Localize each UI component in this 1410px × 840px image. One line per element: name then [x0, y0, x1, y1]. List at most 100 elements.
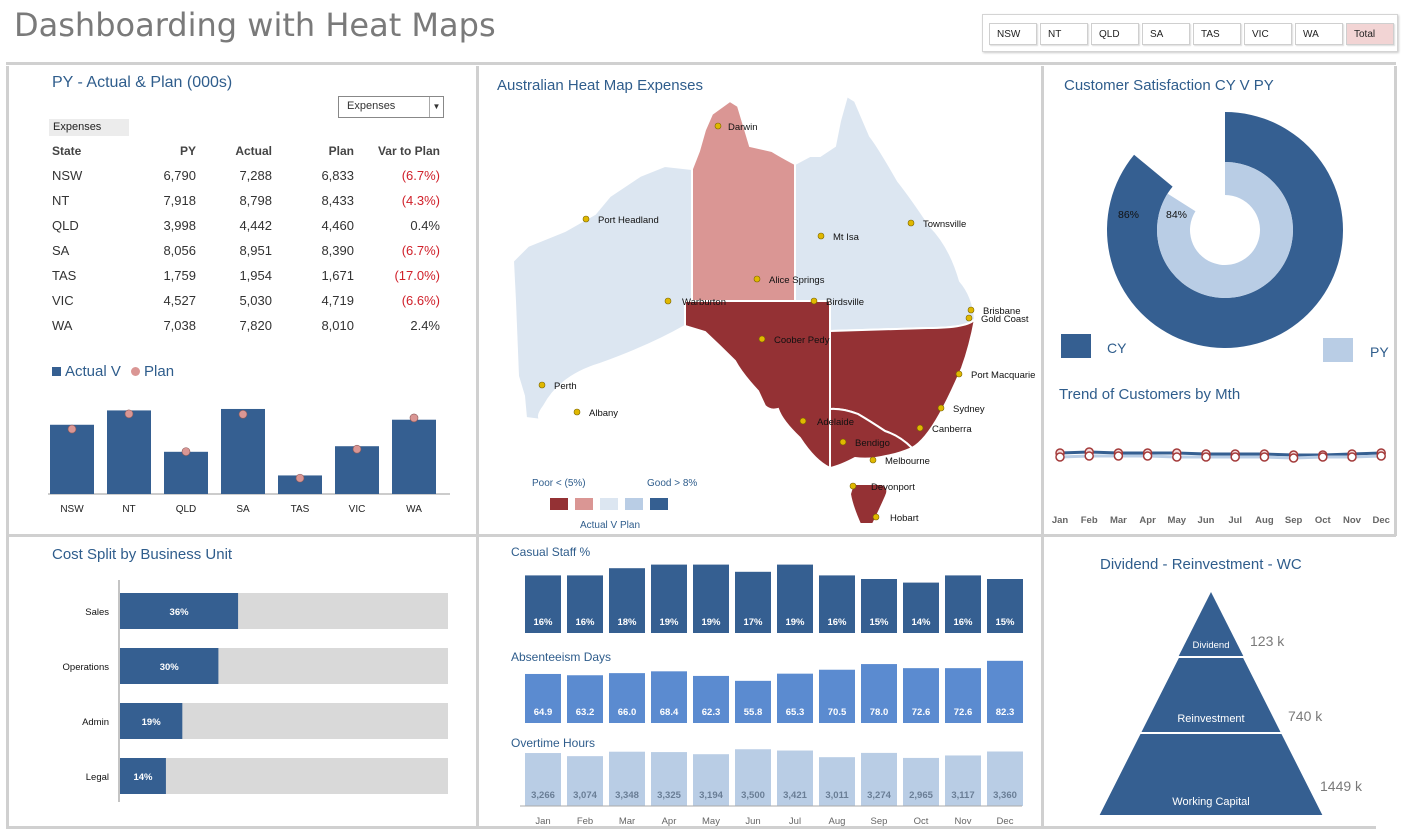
overtime-value-label: 3,421 [783, 790, 807, 801]
trend-point [1318, 452, 1328, 462]
py-legend-label: PY [1370, 344, 1389, 360]
cost-bar [120, 648, 219, 684]
py-value-label: 84% [1166, 209, 1187, 221]
dividend-title: Dividend - Reinvestment - WC [1100, 556, 1302, 573]
city-label: Darwin [728, 122, 758, 133]
x-tick-label: WA [406, 504, 422, 515]
legend-plan-label: Plan [144, 363, 175, 380]
x-tick-label: Jul [1228, 515, 1242, 526]
filter-button-total[interactable]: Total [1346, 23, 1394, 45]
overtime-value-label: 3,074 [573, 790, 597, 801]
absenteeism-bar [945, 668, 981, 723]
trend-point [1347, 452, 1357, 462]
city-marker [664, 297, 672, 305]
bar-legend: Actual V Plan [52, 363, 174, 380]
table-row-state: NSW [52, 168, 83, 183]
pyramid-value-label: 1449 k [1320, 778, 1363, 794]
filter-button-sa[interactable]: SA [1142, 23, 1190, 45]
table-header: Plan [328, 144, 354, 158]
table-cell: 8,390 [321, 243, 354, 258]
x-tick-label: Jan [1052, 515, 1069, 526]
city-label: Gold Coast [981, 314, 1029, 325]
chevron-down-icon[interactable]: ▼ [429, 97, 443, 117]
overtime-bar [525, 753, 561, 806]
city-label: Devonport [871, 482, 915, 493]
table-header: Var to Plan [377, 144, 440, 158]
table-cell: 6,833 [321, 168, 354, 183]
qld-region[interactable] [794, 96, 977, 333]
x-tick-label: Jun [1198, 515, 1215, 526]
vic-region[interactable] [829, 407, 914, 470]
casual-staff-value-label: 18% [617, 617, 637, 628]
trend-point [1142, 451, 1153, 461]
tas-region[interactable] [848, 483, 889, 525]
pyramid-value-label: 123 k [1250, 633, 1285, 649]
cy-legend-label: CY [1107, 340, 1127, 356]
filter-button-tas[interactable]: TAS [1193, 23, 1241, 45]
overtime-bar [987, 751, 1023, 806]
x-tick-label: VIC [349, 504, 366, 515]
satisfaction-donut-chart: 86% 84% CY PY [1061, 112, 1389, 362]
overtime-value-label: 3,117 [951, 790, 974, 801]
plan-marker [295, 473, 305, 483]
cost-category-label: Sales [85, 607, 109, 618]
city-marker [955, 370, 963, 378]
map-panel-title: Australian Heat Map Expenses [497, 77, 703, 94]
py-ring [1157, 162, 1293, 298]
cost-split-bar-chart: Sales 36% Operations 30% Admin 19% Legal 14% [63, 580, 448, 802]
city-marker [872, 513, 880, 521]
x-tick-label: Dec [1372, 515, 1389, 526]
plan-marker [238, 409, 248, 419]
city-marker [965, 314, 973, 322]
table-row-state: VIC [52, 293, 74, 308]
sa-region[interactable] [684, 300, 831, 470]
casual-staff-value-label: 15% [995, 617, 1015, 628]
trend-line [1059, 454, 1382, 460]
x-tick-label: Oct [914, 816, 929, 827]
trend-point [1201, 452, 1211, 462]
city-label: Brisbane [983, 306, 1021, 317]
x-tick-label: Feb [577, 816, 593, 827]
x-tick-label: TAS [291, 504, 310, 515]
table-cell: 6,790 [163, 168, 196, 183]
filter-button-nsw[interactable]: NSW [989, 23, 1037, 45]
overtime-value-label: 3,360 [993, 790, 1017, 801]
actual-bar [335, 446, 379, 494]
absenteeism-value-label: 63.2 [576, 707, 595, 718]
casual-staff-title: Casual Staff % [511, 545, 590, 559]
city-label: Adelaide [817, 417, 854, 428]
table-cell: 5,030 [239, 293, 272, 308]
x-tick-label: Jun [745, 816, 760, 827]
overtime-value-label: 3,266 [531, 790, 555, 801]
legend-poor-label: Poor < (5%) [532, 478, 586, 489]
table-row-state: SA [52, 243, 70, 258]
overtime-bar [819, 757, 855, 806]
selected-measure-label: Expenses [49, 119, 129, 136]
filter-button-wa[interactable]: WA [1295, 23, 1343, 45]
trend-point [1230, 452, 1240, 462]
absenteeism-bar [567, 675, 603, 723]
satisfaction-title: Customer Satisfaction CY V PY [1064, 77, 1274, 94]
city-label: Port Macquarie [971, 370, 1035, 381]
overtime-bar [903, 757, 939, 806]
filter-button-vic[interactable]: VIC [1244, 23, 1292, 45]
cost-value-label: 36% [170, 607, 190, 618]
table-header: PY [179, 144, 196, 158]
filter-button-nt[interactable]: NT [1040, 23, 1088, 45]
absenteeism-bar [987, 660, 1023, 723]
trend-point [1376, 451, 1386, 461]
cost-title: Cost Split by Business Unit [52, 546, 233, 563]
filter-button-qld[interactable]: QLD [1091, 23, 1139, 45]
overtime-value-label: 3,348 [615, 790, 639, 801]
casual-staff-bar [945, 575, 981, 633]
actual-bar [221, 408, 265, 494]
x-tick-label: Jul [789, 816, 801, 827]
wa-region[interactable] [511, 164, 693, 421]
x-tick-label: Dec [997, 816, 1014, 827]
overtime-value-label: 3,011 [825, 790, 849, 801]
casual-staff-bar [819, 575, 855, 633]
absenteeism-bar [693, 675, 729, 723]
trend-point [1172, 452, 1182, 462]
actual-bar [107, 410, 151, 494]
measure-dropdown[interactable]: Expenses ▼ [338, 96, 444, 118]
